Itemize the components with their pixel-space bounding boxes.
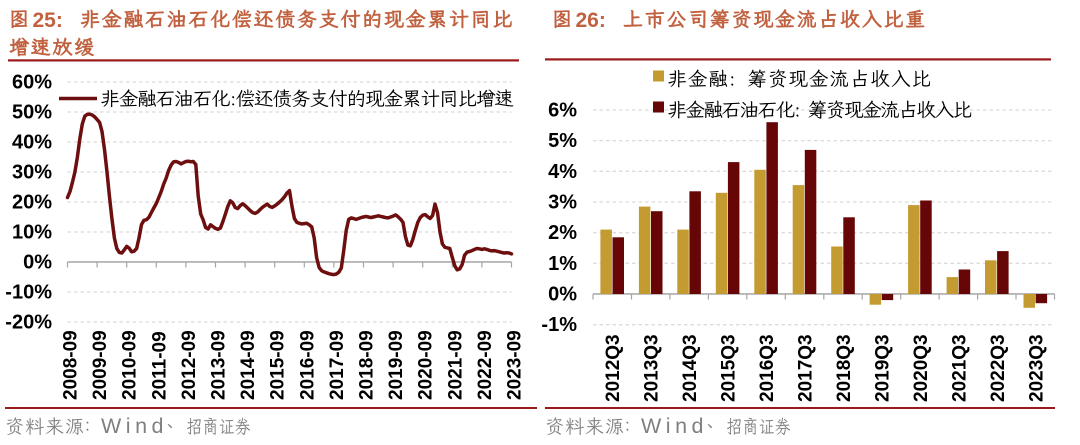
svg-text:50%: 50% xyxy=(12,102,52,124)
svg-text:2020Q3: 2020Q3 xyxy=(911,334,932,402)
svg-text:2020-09: 2020-09 xyxy=(416,330,437,400)
svg-text:2017Q3: 2017Q3 xyxy=(796,334,817,402)
svg-text:-20%: -20% xyxy=(5,312,52,334)
svg-text:2012-09: 2012-09 xyxy=(179,330,200,400)
svg-text:2009-09: 2009-09 xyxy=(90,330,111,400)
svg-text:20%: 20% xyxy=(12,192,52,214)
svg-text:26:: 26: xyxy=(576,9,606,32)
svg-text:2018Q3: 2018Q3 xyxy=(834,334,855,402)
svg-text:6%: 6% xyxy=(548,100,577,122)
svg-text:2016-09: 2016-09 xyxy=(297,330,318,400)
svg-text:10%: 10% xyxy=(12,222,52,244)
svg-text:2019-09: 2019-09 xyxy=(386,330,407,400)
svg-text:2015Q3: 2015Q3 xyxy=(719,334,740,402)
svg-text:5%: 5% xyxy=(548,130,577,152)
svg-text:2013Q3: 2013Q3 xyxy=(642,334,663,402)
svg-text:Wind: Wind xyxy=(101,414,168,438)
svg-text:25:: 25: xyxy=(33,9,63,32)
svg-text:-10%: -10% xyxy=(5,282,52,304)
svg-text:2016Q3: 2016Q3 xyxy=(757,334,778,402)
svg-text:2018-09: 2018-09 xyxy=(357,330,378,400)
svg-text:1%: 1% xyxy=(548,253,577,275)
svg-text:2008-09: 2008-09 xyxy=(61,330,82,400)
svg-text:-1%: -1% xyxy=(541,314,577,336)
svg-text:2014Q3: 2014Q3 xyxy=(680,334,701,402)
svg-text:2014-09: 2014-09 xyxy=(238,330,259,400)
svg-text:Wind: Wind xyxy=(641,414,708,438)
svg-text:2017-09: 2017-09 xyxy=(327,330,348,400)
svg-text:2015-09: 2015-09 xyxy=(268,330,289,400)
svg-text:2012Q3: 2012Q3 xyxy=(603,334,624,402)
svg-text:2021Q3: 2021Q3 xyxy=(949,334,970,402)
svg-text:3%: 3% xyxy=(548,192,577,214)
svg-text:2013-09: 2013-09 xyxy=(209,330,230,400)
svg-text:0%: 0% xyxy=(23,252,52,274)
svg-text:2022Q3: 2022Q3 xyxy=(988,334,1009,402)
svg-text:2023Q3: 2023Q3 xyxy=(1026,334,1047,402)
svg-text:2021-09: 2021-09 xyxy=(445,330,466,400)
svg-text:2011-09: 2011-09 xyxy=(149,331,170,400)
svg-text:2019Q3: 2019Q3 xyxy=(872,334,893,402)
svg-text:60%: 60% xyxy=(12,72,52,94)
svg-text:2010-09: 2010-09 xyxy=(120,330,141,400)
svg-text:2023-09: 2023-09 xyxy=(505,330,526,400)
svg-text:0%: 0% xyxy=(548,284,577,306)
svg-text:30%: 30% xyxy=(12,162,52,184)
svg-text:40%: 40% xyxy=(12,132,52,154)
svg-text:2%: 2% xyxy=(548,222,577,244)
svg-text:4%: 4% xyxy=(548,161,577,183)
svg-text:2022-09: 2022-09 xyxy=(475,330,496,400)
